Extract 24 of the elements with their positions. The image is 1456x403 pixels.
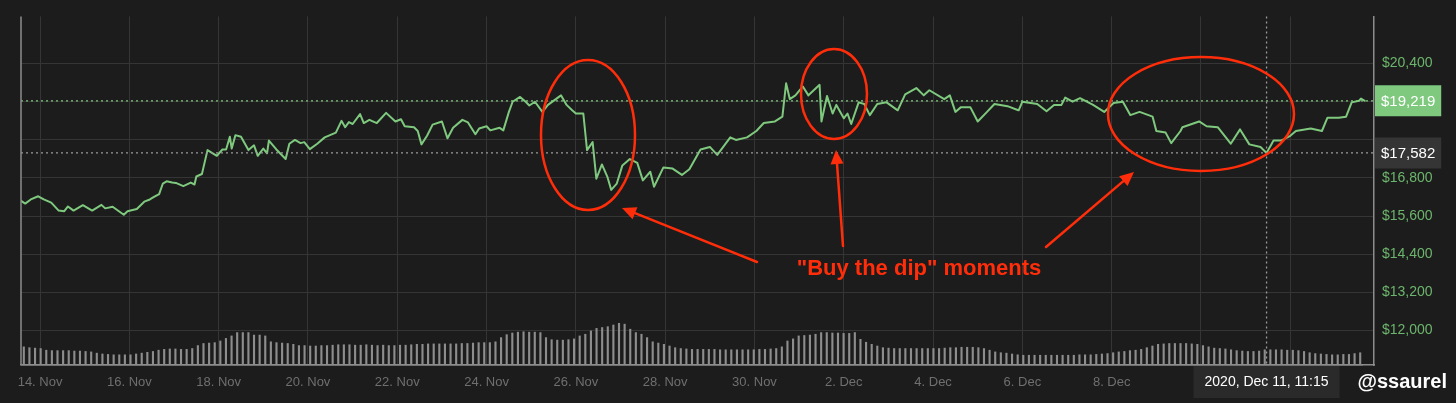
x-tick-label: 8. Dec (1092, 374, 1131, 390)
x-tick-label: 14. Nov (17, 374, 63, 390)
x-tick-label: 16. Nov (106, 374, 153, 390)
x-tick-label: 30. Nov (732, 374, 778, 390)
y-tick-label: $14,400 (1382, 245, 1433, 262)
ref-line-label: $19,219 (1380, 91, 1436, 109)
y-tick-label: $12,000 (1382, 321, 1433, 338)
ref-line-label: $17,582 (1380, 144, 1436, 162)
x-tick-label: 22. Nov (374, 374, 421, 390)
x-tick-label: 28. Nov (642, 374, 689, 390)
ref-line-label: 2020, Dec 11, 11:15 (1204, 372, 1329, 389)
x-tick-label: 20. Nov (285, 374, 331, 390)
annotation: "Buy the dip" moments (796, 255, 1042, 281)
x-tick-label: 6. Dec (1003, 374, 1042, 390)
y-tick-label: $13,200 (1382, 283, 1433, 300)
x-tick-label: 4. Dec (914, 374, 953, 390)
x-tick-label: 26. Nov (553, 374, 599, 390)
x-tick-label: 24. Nov (464, 374, 510, 390)
y-tick-label: $15,600 (1382, 206, 1433, 223)
x-tick-label: 2. Dec (824, 374, 864, 390)
y-tick-label: $16,800 (1382, 168, 1433, 185)
x-tick-label: 18. Nov (196, 374, 242, 390)
text: @ssaurel (1357, 370, 1447, 392)
y-tick-label: $20,400 (1382, 54, 1433, 71)
